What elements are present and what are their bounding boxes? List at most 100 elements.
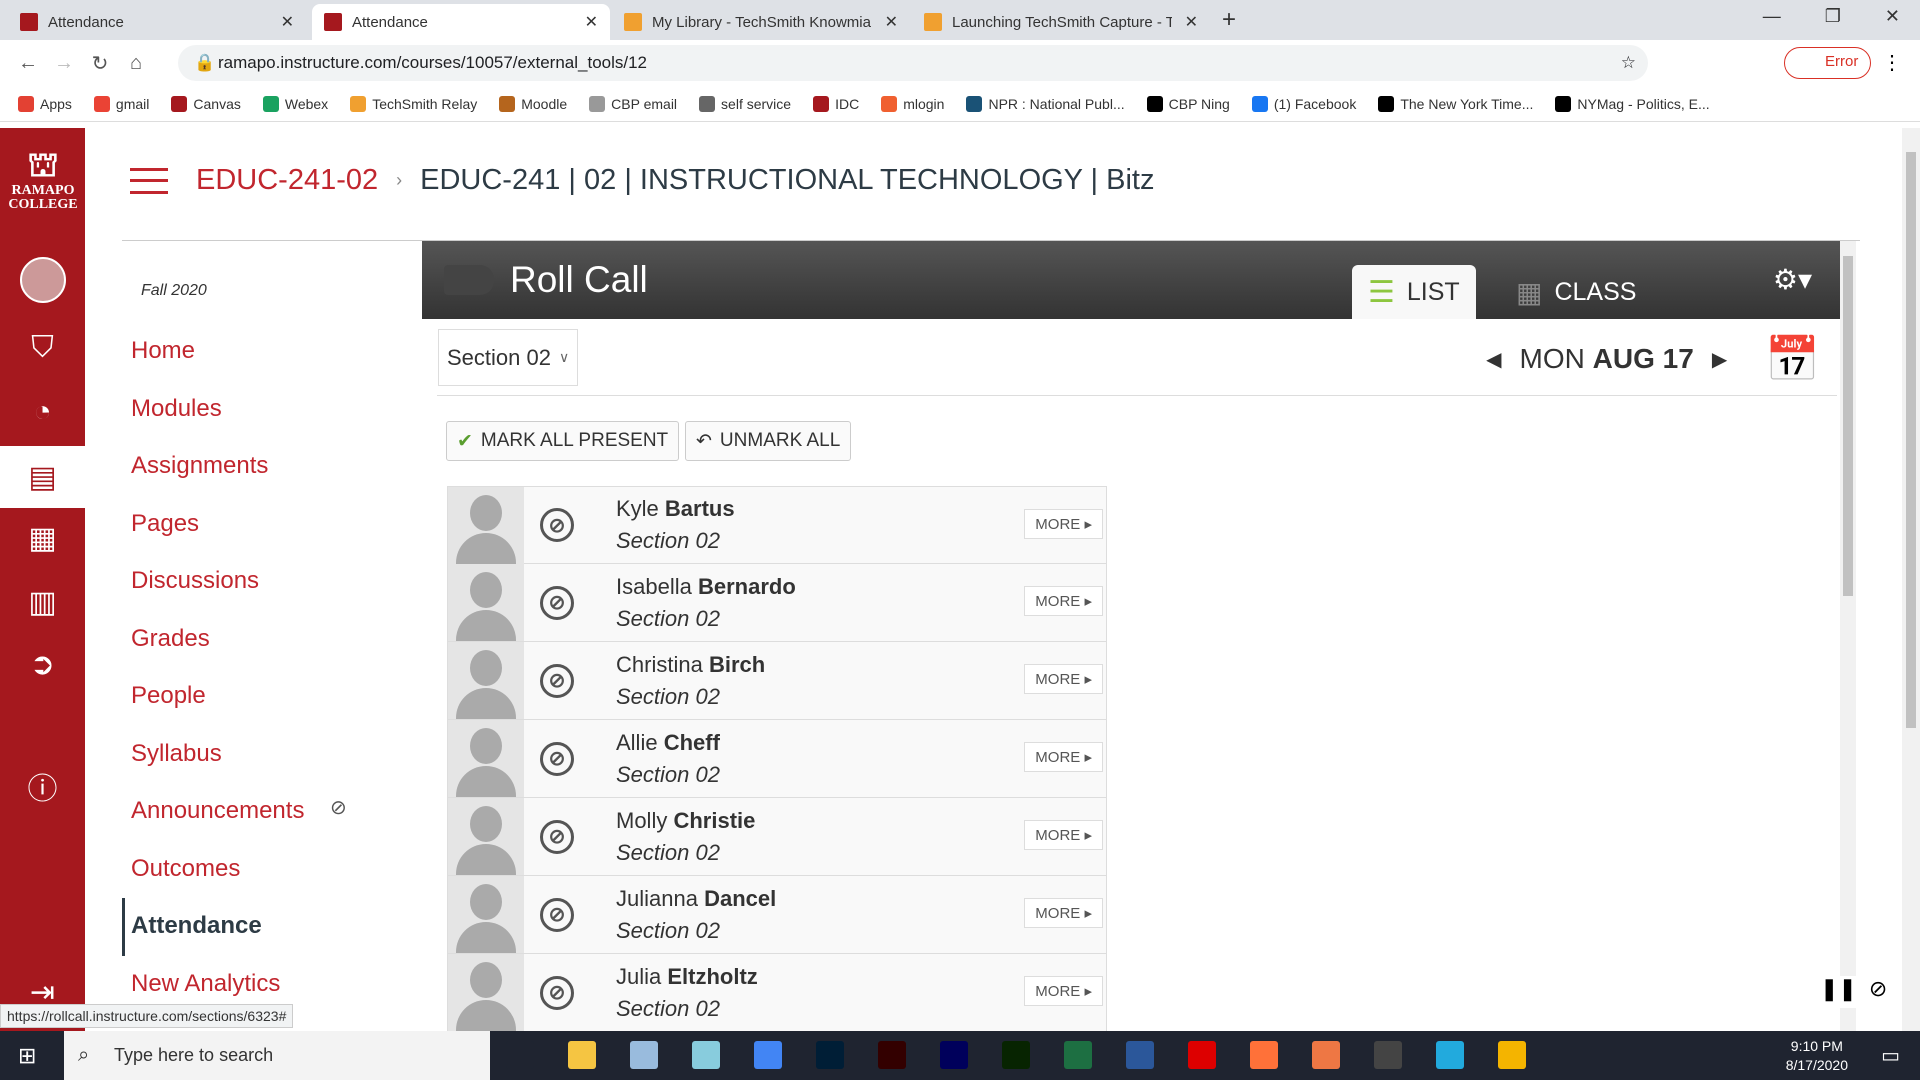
- attendance-status-toggle[interactable]: ⊘: [540, 741, 574, 776]
- file-explorer-icon[interactable]: [568, 1041, 596, 1069]
- attendance-status-toggle[interactable]: ⊘: [540, 663, 574, 698]
- calendar-picker-icon[interactable]: 📅: [1765, 335, 1820, 384]
- attendance-status-toggle[interactable]: ⊘: [540, 819, 574, 854]
- inbox-icon[interactable]: ▥: [28, 585, 57, 619]
- more-button[interactable]: MORE ▸: [1024, 664, 1103, 694]
- course-nav-syllabus[interactable]: Syllabus: [131, 739, 222, 767]
- slides-icon[interactable]: [1498, 1041, 1526, 1069]
- close-window-icon[interactable]: ✕: [1884, 6, 1900, 26]
- section-select[interactable]: Section 02 ∨: [438, 329, 578, 386]
- acrobat-icon[interactable]: [1188, 1041, 1216, 1069]
- recording-controls[interactable]: ❚❚ ⊘: [1820, 976, 1887, 1008]
- attendance-status-toggle[interactable]: ⊘: [540, 897, 574, 932]
- chrome-icon[interactable]: [754, 1041, 782, 1069]
- pause-icon[interactable]: ❚❚: [1820, 976, 1857, 1001]
- browser-tab-active[interactable]: Attendance ✕: [312, 4, 610, 40]
- office-icon[interactable]: [1312, 1041, 1340, 1069]
- bookmark-item[interactable]: Moodle: [499, 95, 567, 112]
- close-tab-icon[interactable]: ✕: [280, 14, 294, 31]
- close-tab-icon[interactable]: ✕: [584, 14, 598, 31]
- profile-button[interactable]: Error: [1784, 47, 1872, 79]
- bookmark-star-icon[interactable]: ☆: [1620, 53, 1636, 72]
- live-icon[interactable]: [1436, 1041, 1464, 1069]
- commons-icon[interactable]: ➲: [29, 647, 56, 681]
- more-button[interactable]: MORE ▸: [1024, 898, 1103, 928]
- dashboard-icon[interactable]: ◔: [33, 395, 52, 428]
- course-nav-announcements[interactable]: Announcements: [131, 797, 305, 824]
- course-nav-assignments[interactable]: Assignments: [131, 452, 269, 479]
- bookmark-item[interactable]: CBP Ning: [1146, 95, 1230, 112]
- more-button[interactable]: MORE ▸: [1024, 509, 1103, 539]
- course-nav-pages[interactable]: Pages: [131, 509, 200, 537]
- more-button[interactable]: MORE ▸: [1024, 976, 1103, 1006]
- dreamweaver-icon[interactable]: [1002, 1041, 1030, 1069]
- account-avatar[interactable]: [0, 250, 85, 310]
- settings-gear-icon[interactable]: ⚙▾: [1772, 264, 1812, 295]
- word-icon[interactable]: [1126, 1041, 1154, 1069]
- ramapo-logo[interactable]: ⛫ RAMAPO COLLEGE: [8, 147, 78, 212]
- more-button[interactable]: MORE ▸: [1024, 586, 1103, 616]
- course-nav-new-analytics[interactable]: New Analytics: [131, 969, 281, 997]
- bookmark-item[interactable]: Webex: [262, 95, 328, 112]
- hamburger-icon[interactable]: [130, 167, 168, 194]
- browser-tab[interactable]: Launching TechSmith Capture - T ✕: [912, 4, 1210, 40]
- prev-day-icon[interactable]: ◀: [1486, 348, 1502, 371]
- bookmark-item[interactable]: Canvas: [171, 95, 241, 112]
- course-nav-discussions[interactable]: Discussions: [131, 567, 260, 594]
- bookmark-item[interactable]: gmail: [93, 95, 149, 112]
- premiere-icon[interactable]: [940, 1041, 968, 1069]
- bookmark-item[interactable]: mlogin: [881, 95, 944, 112]
- illustrator-icon[interactable]: [878, 1041, 906, 1069]
- breadcrumb-course[interactable]: EDUC-241-02: [196, 164, 379, 196]
- course-nav-modules[interactable]: Modules: [131, 394, 222, 422]
- unmark-all-button[interactable]: ↶ UNMARK ALL: [685, 421, 852, 461]
- browser-tab[interactable]: Attendance ✕: [8, 4, 306, 40]
- maximize-icon[interactable]: ❐: [1824, 6, 1841, 26]
- collapse-nav-icon[interactable]: ⇥: [29, 975, 56, 1009]
- reload-icon[interactable]: ↻: [91, 52, 109, 75]
- attendance-status-toggle[interactable]: ⊘: [540, 508, 574, 542]
- home-icon[interactable]: ⌂: [129, 51, 143, 74]
- notepad-icon[interactable]: [630, 1041, 658, 1069]
- hide-icon[interactable]: ⊘: [1868, 976, 1888, 1001]
- url-input[interactable]: 🔒 ramapo.instructure.com/courses/10057/ex…: [178, 45, 1648, 81]
- course-nav-grades[interactable]: Grades: [131, 624, 210, 652]
- help-icon[interactable]: ⓘ: [27, 773, 58, 806]
- firefox-icon[interactable]: [1250, 1041, 1278, 1069]
- bookmark-item[interactable]: CBP email: [589, 95, 677, 112]
- attendance-status-toggle[interactable]: ⊘: [540, 585, 574, 620]
- attendance-status-toggle[interactable]: ⊘: [540, 975, 574, 1010]
- minimize-icon[interactable]: —: [1762, 6, 1781, 26]
- menu-icon[interactable]: ⋮: [1882, 52, 1902, 74]
- close-tab-icon[interactable]: ✕: [1184, 14, 1198, 31]
- bookmark-item[interactable]: The New York Time...: [1378, 95, 1533, 112]
- admin-icon[interactable]: ⛉: [31, 331, 54, 364]
- mark-all-present-button[interactable]: ✔ MARK ALL PRESENT: [446, 421, 680, 461]
- bookmark-item[interactable]: (1) Facebook: [1251, 95, 1356, 112]
- list-view-tab[interactable]: ☰ LIST: [1352, 265, 1476, 319]
- page-scrollbar[interactable]: [1902, 128, 1920, 1031]
- app-icon[interactable]: [692, 1041, 720, 1069]
- courses-icon[interactable]: ▤: [0, 446, 85, 508]
- taskbar-search[interactable]: ⌕ Type here to search: [64, 1031, 490, 1080]
- new-tab-button[interactable]: +: [1222, 6, 1237, 33]
- photoshop-icon[interactable]: [816, 1041, 844, 1069]
- more-button[interactable]: MORE ▸: [1024, 820, 1103, 850]
- next-day-icon[interactable]: ▶: [1711, 348, 1728, 371]
- notifications-icon[interactable]: ▭: [1881, 1045, 1900, 1067]
- bookmark-item[interactable]: NPR : National Publ...: [966, 95, 1125, 112]
- class-view-tab[interactable]: ▦ CLASS: [1500, 265, 1652, 319]
- techsmith-capture-icon[interactable]: [1374, 1041, 1402, 1069]
- clock[interactable]: 9:10 PM 8/17/2020: [1786, 1037, 1848, 1075]
- more-button[interactable]: MORE ▸: [1024, 742, 1103, 772]
- course-nav-people[interactable]: People: [131, 682, 206, 709]
- task-view-icon[interactable]: [506, 1041, 534, 1069]
- back-icon[interactable]: ←: [18, 51, 38, 74]
- bookmark-item[interactable]: IDC: [813, 95, 859, 112]
- bookmark-item[interactable]: Apps: [18, 95, 72, 112]
- browser-tab[interactable]: My Library - TechSmith Knowmia ✕: [612, 4, 910, 40]
- window-controls[interactable]: — ❐ ✕: [1763, 6, 1900, 27]
- course-nav-attendance[interactable]: Attendance: [131, 912, 262, 939]
- app-scrollbar[interactable]: [1840, 241, 1856, 1031]
- forward-icon[interactable]: →: [54, 51, 74, 74]
